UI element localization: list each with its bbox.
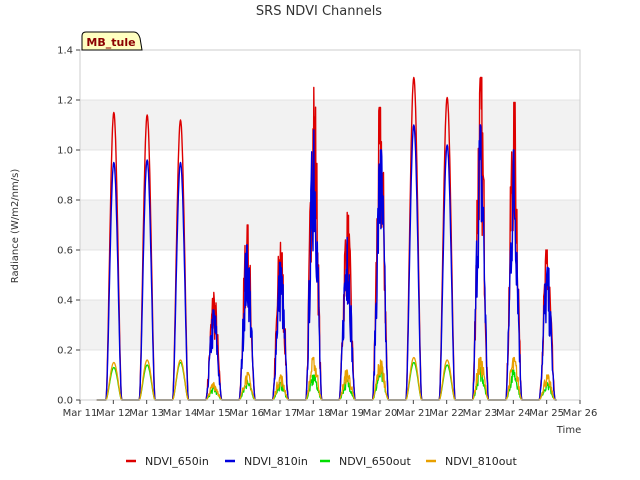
y-tick-label: 0.8 — [57, 196, 73, 207]
x-tick-label: Mar 14 — [163, 408, 198, 419]
plot-frame — [79, 49, 581, 401]
grid-band — [80, 300, 580, 350]
grid-band — [80, 150, 580, 200]
x-tick-label: Mar 24 — [496, 408, 531, 419]
grid-bands — [80, 49, 580, 401]
y-tick-label: 1.2 — [57, 96, 73, 107]
legend-label: NDVI_810in — [244, 455, 308, 468]
annotation-box — [81, 31, 143, 51]
legend-label: NDVI_650out — [339, 455, 411, 468]
y-tick-label: 0.0 — [57, 396, 73, 407]
y-axis: 0.0 0.2 0.4 0.6 0.8 1.0 1.2 1.4 — [57, 46, 80, 407]
grid-band — [80, 250, 580, 300]
x-tick-label: Mar 22 — [429, 408, 464, 419]
x-tick-label: Mar 23 — [463, 408, 498, 419]
grid-band — [80, 100, 580, 150]
y-tick-label: 0.6 — [57, 246, 73, 257]
y-tick-label: 1.0 — [57, 146, 73, 157]
x-tick-label: Mar 19 — [329, 408, 364, 419]
x-tick-label: Mar 18 — [296, 408, 331, 419]
grid-band — [80, 350, 580, 400]
y-tick-label: 1.4 — [57, 46, 73, 57]
annotation-text: MB_tule — [86, 36, 135, 49]
legend-label: NDVI_810out — [445, 455, 517, 468]
y-tick-label: 0.2 — [57, 346, 73, 357]
x-tick-label: Mar 13 — [129, 408, 164, 419]
x-tick-label: Mar 16 — [229, 408, 264, 419]
x-tick-label: Mar 11 — [63, 408, 98, 419]
x-tick-label: Mar 21 — [396, 408, 431, 419]
x-tick-label: Mar 20 — [363, 408, 398, 419]
x-tick-label: Mar 26 — [563, 408, 598, 419]
x-tick-label: Mar 17 — [263, 408, 298, 419]
x-tick-label: Mar 12 — [96, 408, 131, 419]
legend-label: NDVI_650in — [145, 455, 209, 468]
grid-band — [80, 50, 580, 100]
annotation-badge: MB_tule — [81, 31, 143, 51]
legend: NDVI_650in NDVI_810in NDVI_650out NDVI_810o… — [126, 455, 517, 468]
x-axis-label: Time — [556, 425, 581, 436]
y-tick-label: 0.4 — [57, 296, 73, 307]
grid-band — [80, 200, 580, 250]
y-axis-label: Radiance (W/m2/nm/s) — [10, 169, 21, 284]
x-tick-label: Mar 25 — [529, 408, 564, 419]
chart-title: SRS NDVI Channels — [256, 4, 382, 19]
x-tick-label: Mar 15 — [196, 408, 231, 419]
